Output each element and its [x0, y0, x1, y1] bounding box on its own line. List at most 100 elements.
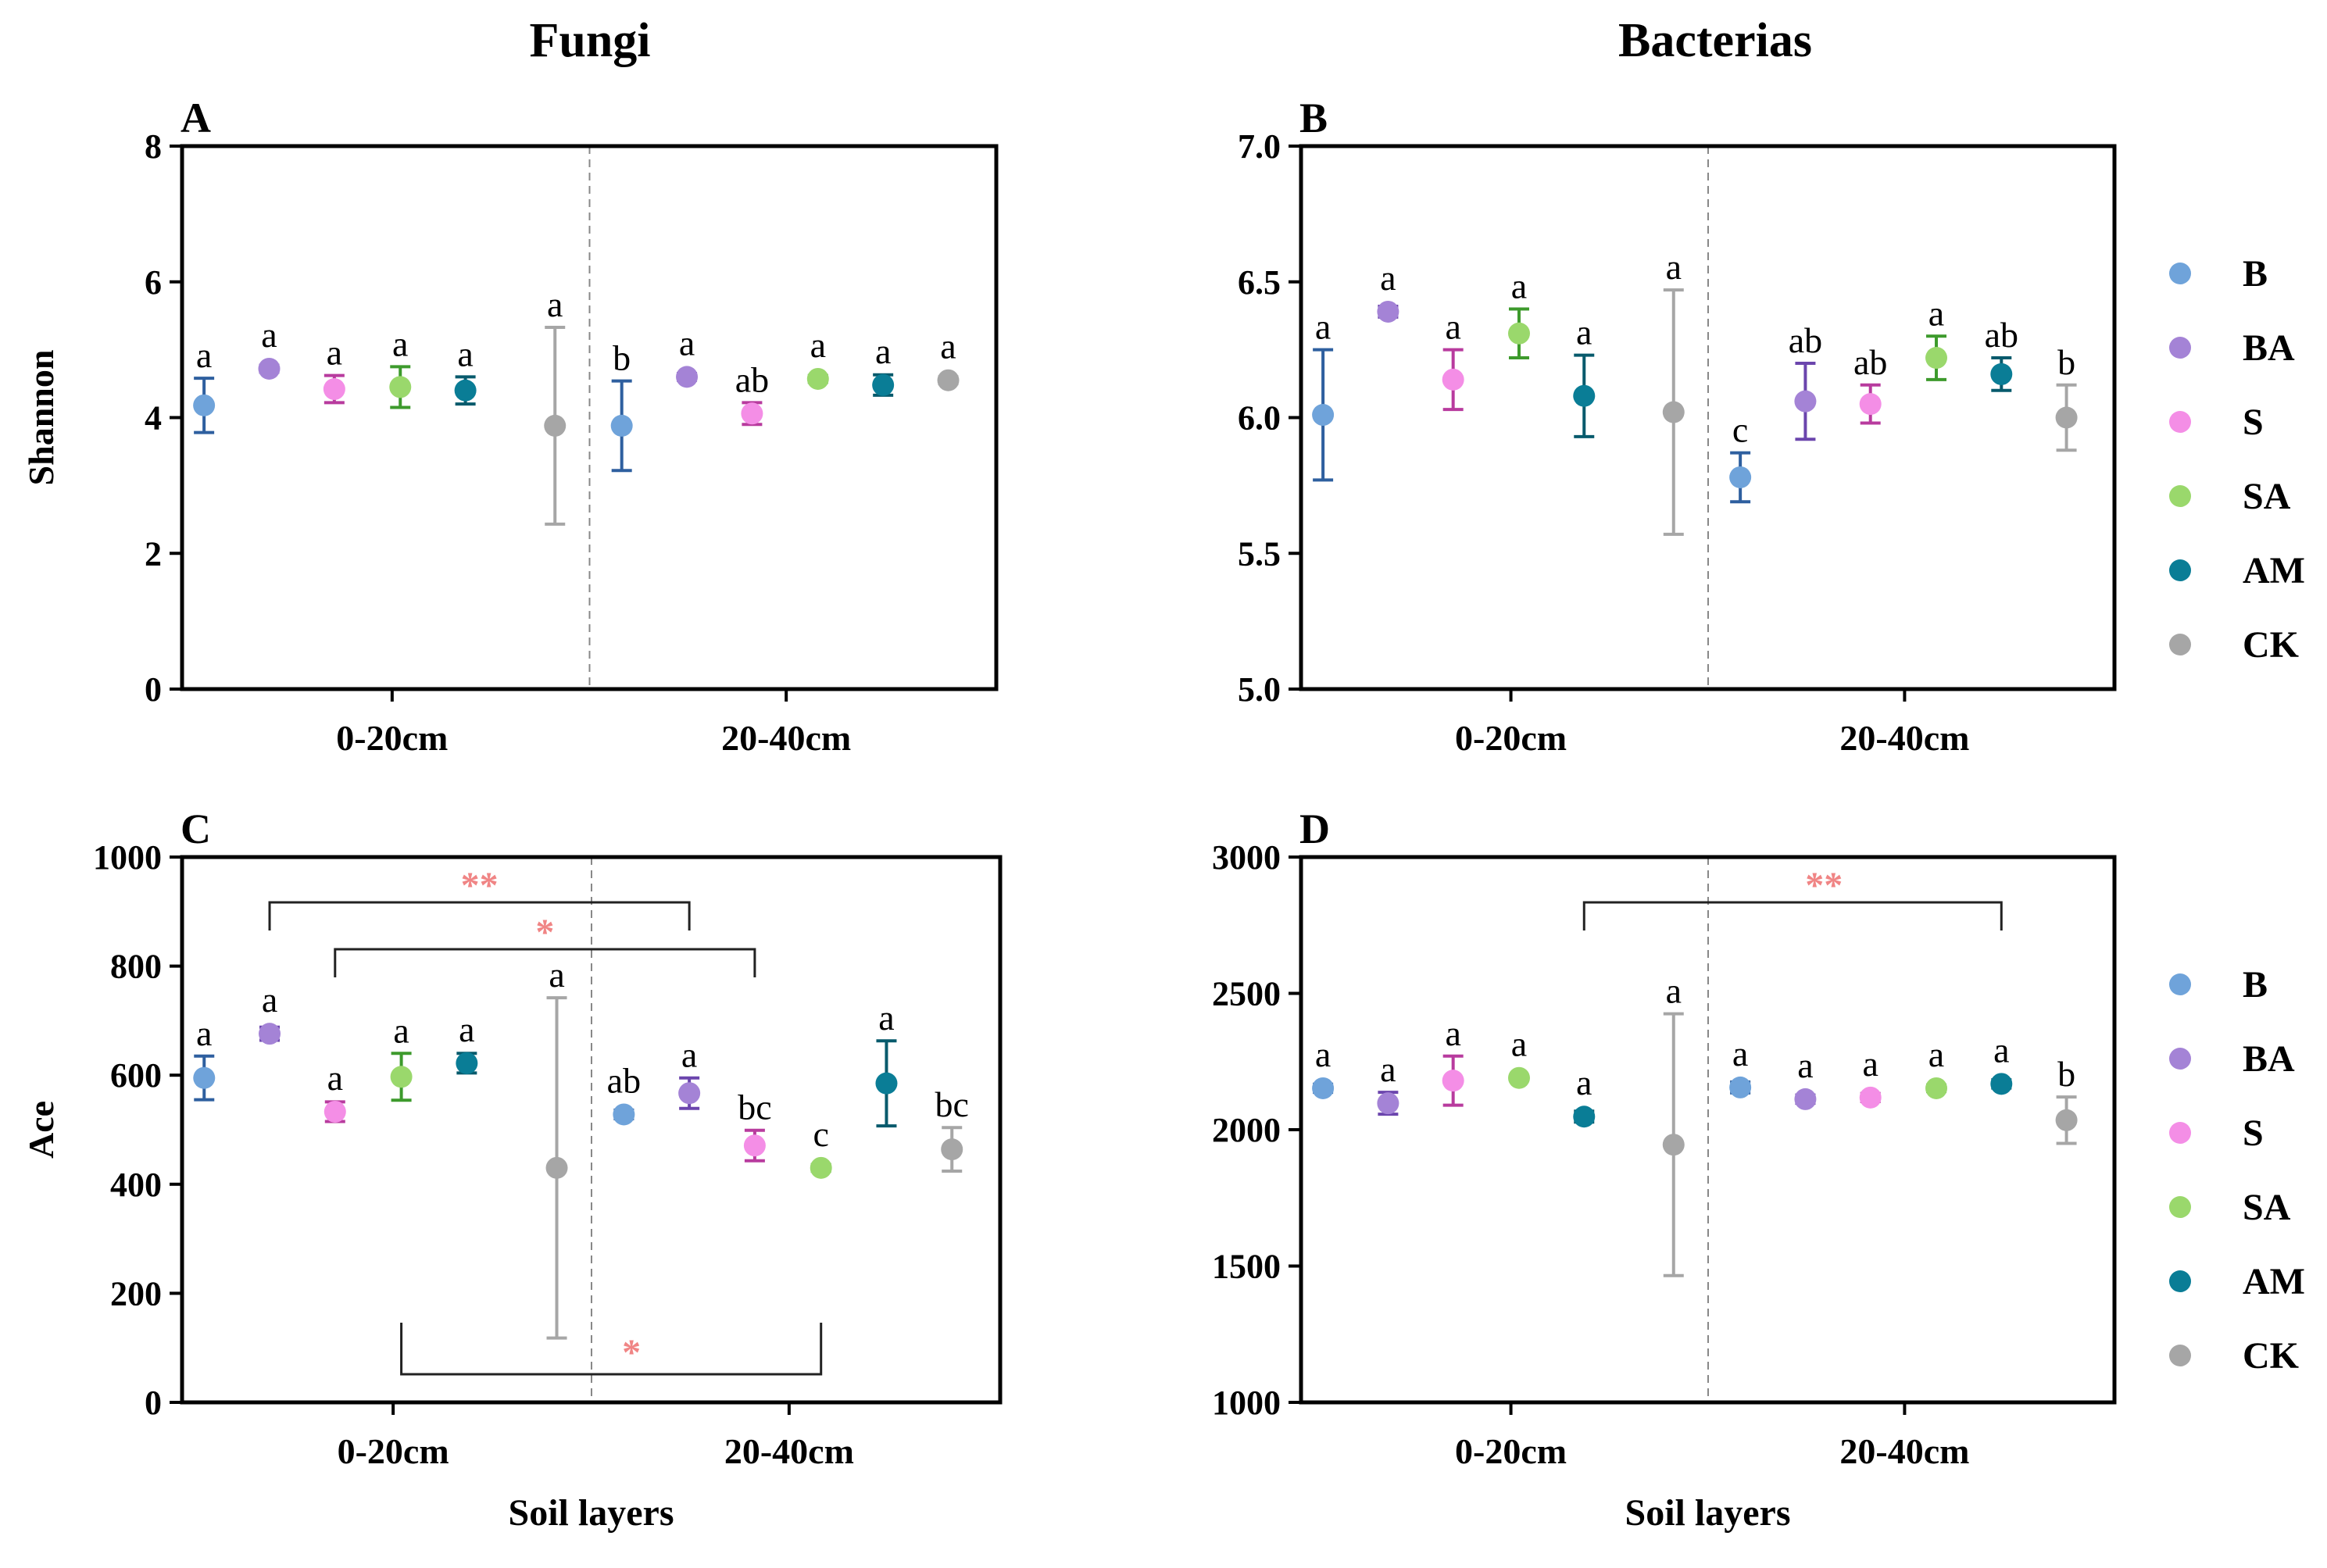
- y-tick-label: 600: [110, 1056, 162, 1095]
- data-point-am: [1573, 384, 1596, 407]
- significance-letter: a: [875, 331, 891, 371]
- comparison-bracket: **: [1582, 865, 2003, 930]
- y-tick-label: 7.0: [1238, 127, 1281, 166]
- data-point-ck: [545, 1156, 568, 1179]
- data-point-ba: [678, 1082, 701, 1105]
- legend-item-b: B: [2169, 964, 2268, 1005]
- legend-label: CK: [2243, 1335, 2299, 1377]
- x-tick-label: 0-20cm: [1455, 718, 1567, 758]
- data-point-b: [610, 414, 633, 437]
- significance-letter: ab: [1853, 342, 1887, 382]
- data-point-ck: [544, 414, 567, 437]
- panel-label: C: [181, 805, 211, 852]
- data-point-ba: [1794, 390, 1817, 413]
- significance-letter: b: [613, 338, 631, 378]
- data-point-ba: [258, 357, 281, 380]
- significance-letter: ab: [735, 359, 769, 399]
- legends: B BA S SA AM CK B BA S SA AM CK: [2169, 253, 2305, 1377]
- data-point-b: [1312, 404, 1335, 427]
- significance-letter: a: [1576, 313, 1592, 352]
- significance-letter: a: [1666, 971, 1682, 1011]
- legend-marker: [2169, 411, 2191, 433]
- data-point-ba: [1377, 1092, 1399, 1115]
- legend-item-b: B: [2169, 253, 2268, 295]
- column-title-bacterias: Bacterias: [1618, 14, 1812, 67]
- data-point-sa: [810, 1156, 832, 1179]
- significance-stars: *: [622, 1332, 641, 1373]
- plot-frame: [180, 855, 1003, 1405]
- significance-letter: a: [878, 998, 894, 1038]
- comparison-bracket: *: [400, 1323, 823, 1376]
- legend-marker: [2169, 1048, 2191, 1070]
- y-tick-label: 2500: [1212, 975, 1281, 1013]
- y-tick-label: 6: [145, 263, 162, 302]
- legend-marker: [2169, 973, 2191, 995]
- bracket-line: [334, 948, 756, 977]
- legend-marker: [2169, 634, 2191, 655]
- data-point-am: [1990, 363, 2013, 385]
- significance-letter: a: [1928, 293, 1944, 333]
- y-axis-label: Ace: [21, 1101, 61, 1159]
- legend-label: AM: [2243, 1261, 2305, 1302]
- legend-marker: [2169, 485, 2191, 507]
- data-point-sa: [806, 367, 829, 390]
- significance-letter: c: [813, 1114, 828, 1154]
- data-point-sa: [1507, 1066, 1530, 1089]
- legend-label: B: [2243, 253, 2268, 295]
- significance-letter: a: [1732, 1034, 1748, 1073]
- significance-letter: c: [1732, 410, 1748, 450]
- significance-letter: a: [1380, 258, 1396, 298]
- significance-letter: a: [261, 315, 277, 355]
- legend-item-sa: SA: [2169, 476, 2291, 517]
- significance-letter: a: [196, 335, 212, 375]
- significance-letter: a: [393, 1010, 409, 1050]
- comparison-bracket: *: [334, 912, 756, 977]
- y-tick-label: 400: [110, 1166, 162, 1204]
- panel-label: B: [1299, 95, 1328, 141]
- significance-letter: b: [2057, 342, 2075, 382]
- x-tick-label: 20-40cm: [1839, 718, 1969, 758]
- significance-letter: a: [547, 284, 563, 324]
- data-point-sa: [1925, 1077, 1948, 1099]
- legend-label: CK: [2243, 624, 2299, 666]
- significance-letter: a: [1315, 307, 1331, 347]
- legend-item-am: AM: [2169, 1261, 2305, 1302]
- legend-item-s: S: [2169, 1113, 2264, 1154]
- data-point-ck: [1662, 1134, 1685, 1156]
- legend-label: BA: [2243, 1038, 2295, 1080]
- data-point-am: [456, 1052, 478, 1074]
- data-point-am: [1573, 1105, 1596, 1128]
- y-tick-label: 0: [145, 670, 162, 709]
- y-tick-label: 1500: [1212, 1248, 1281, 1286]
- bracket-line: [1582, 901, 2003, 930]
- data-point-s: [323, 1100, 346, 1123]
- legend-marker: [2169, 1345, 2191, 1366]
- significance-letter: a: [1666, 247, 1682, 287]
- legend-item-sa: SA: [2169, 1187, 2291, 1228]
- panel-label: D: [1299, 805, 1330, 852]
- y-tick-label: 2: [145, 534, 162, 573]
- significance-letter: a: [327, 333, 342, 373]
- y-tick-label: 1000: [1212, 1384, 1281, 1422]
- x-tick-label: 20-40cm: [1839, 1431, 1969, 1471]
- y-tick-label: 200: [110, 1274, 162, 1313]
- y-tick-label: 800: [110, 948, 162, 986]
- significance-stars: *: [535, 912, 554, 953]
- bracket-line: [400, 1323, 823, 1376]
- legend-label: B: [2243, 964, 2268, 1005]
- bracket-line: [268, 901, 691, 930]
- data-point-b: [193, 394, 216, 416]
- data-point-sa: [390, 1066, 413, 1088]
- data-point-sa: [389, 376, 412, 398]
- panel-D: D 1000 1500 2000 2500 3000 0-20cm 20-40cm Soil l…: [1212, 805, 2117, 1534]
- data-point-s: [1442, 1070, 1464, 1092]
- legend-marker: [2169, 559, 2191, 581]
- significance-letter: a: [940, 327, 956, 366]
- data-point-ck: [1662, 401, 1685, 423]
- legend-label: AM: [2243, 550, 2305, 591]
- x-axis-label: Soil layers: [509, 1492, 674, 1534]
- panel-C: C 0 200 400 600 800 1000 0-20cm 20-40cm Ace Soil l…: [21, 805, 1003, 1534]
- significance-letter: a: [810, 325, 826, 365]
- data-point-b: [1729, 466, 1752, 488]
